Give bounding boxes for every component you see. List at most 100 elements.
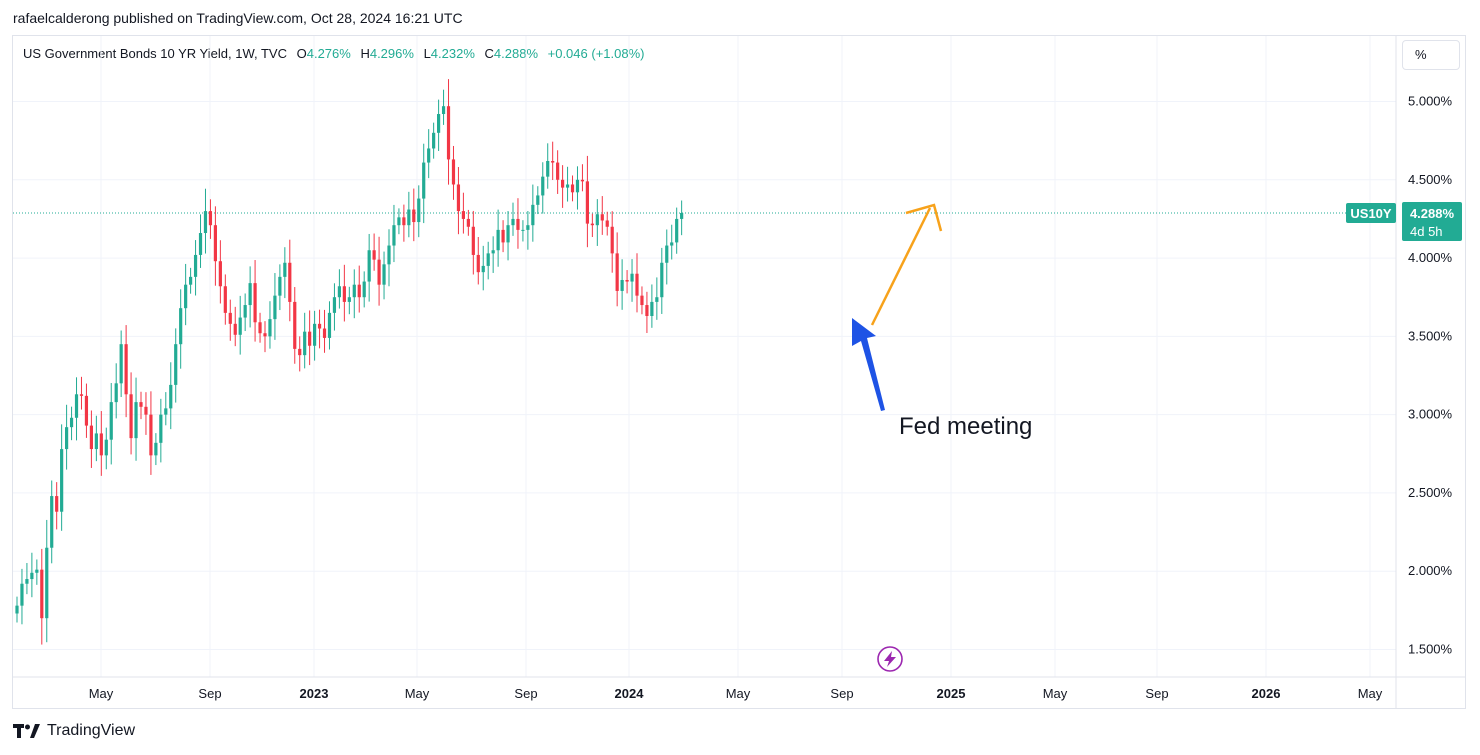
candle-body [595, 214, 599, 226]
candle-body [680, 212, 684, 219]
candle-body [605, 220, 609, 227]
candle-body [397, 217, 401, 226]
price-scale-unit-button[interactable]: % [1402, 40, 1460, 70]
legend-high-label: H [360, 46, 370, 61]
blue-annotation-arrow [852, 318, 885, 411]
candle-body [124, 344, 128, 395]
candle-body [218, 261, 222, 287]
candle-body [154, 442, 158, 456]
candle-body [119, 344, 123, 384]
candle-body [79, 394, 84, 396]
legend-high: 4.296% [369, 46, 414, 61]
time-axis-label: Sep [1145, 686, 1168, 701]
legend-open-label: O [296, 46, 307, 61]
time-axis-label: Sep [198, 686, 221, 701]
candle-body [213, 225, 217, 262]
price-axis-label: 4.000% [1408, 250, 1453, 265]
time-axis-label: Sep [830, 686, 853, 701]
candle-body [283, 262, 287, 277]
candle-body [40, 569, 44, 619]
candle-body [193, 254, 198, 277]
candle-body [20, 583, 24, 606]
candles-layer [15, 79, 684, 645]
lightning-bolt-icon[interactable] [877, 646, 903, 672]
candle-body [412, 209, 416, 223]
price-axis-label: 3.000% [1408, 407, 1453, 422]
candle-body [203, 211, 208, 234]
candle-body [541, 176, 545, 196]
time-axis-label: Sep [514, 686, 537, 701]
candle-body [89, 425, 93, 450]
candle-body [30, 572, 34, 580]
candle-body [377, 259, 381, 285]
candle-body [223, 286, 227, 313]
candle-body [471, 226, 475, 255]
candle-body [109, 402, 113, 440]
candle-body [665, 245, 669, 263]
candle-body [174, 344, 178, 385]
candle-body [675, 218, 679, 243]
candle-body [536, 195, 540, 205]
candle-body [317, 323, 322, 329]
candle-body [322, 328, 327, 338]
price-tag-symbol: US10Y [1350, 206, 1392, 221]
candle-body [466, 218, 470, 227]
candle-body [382, 264, 386, 285]
candle-body [635, 273, 639, 296]
candle-body [610, 226, 614, 254]
orange-forecast-arrow [870, 203, 943, 326]
candle-body [372, 250, 376, 260]
candle-body [342, 286, 346, 302]
candle-body [313, 323, 317, 346]
time-axis-label: 2023 [300, 686, 329, 701]
candle-body [164, 408, 168, 415]
candle-body [308, 331, 312, 346]
candle-body [585, 181, 589, 224]
candle-body [546, 160, 550, 177]
candle-body [268, 319, 272, 337]
candle-body [570, 184, 575, 193]
candle-body [456, 184, 461, 212]
candle-body [670, 242, 674, 246]
candle-body [650, 301, 654, 317]
time-axis-label: May [89, 686, 114, 701]
candle-body [486, 253, 490, 266]
candle-body [422, 162, 426, 199]
candle-body [35, 569, 39, 573]
candle-body [432, 132, 436, 149]
candle-body [84, 395, 89, 426]
candle-body [565, 184, 570, 188]
footer-brand-text: TradingView [47, 722, 136, 739]
candle-body [104, 439, 108, 456]
footer-brand[interactable]: TradingView [13, 722, 135, 740]
candle-body [407, 209, 411, 226]
candle-body [99, 433, 103, 456]
candle-body [233, 323, 237, 335]
candle-body [65, 427, 69, 450]
candle-body [437, 114, 441, 133]
candle-body [332, 297, 337, 313]
candle-body [134, 402, 138, 439]
candle-body [238, 317, 242, 335]
candle-body [144, 406, 148, 415]
grid-layer [13, 36, 1396, 677]
time-axis-label: May [726, 686, 751, 701]
candle-body [580, 179, 585, 182]
candle-body [45, 547, 49, 619]
fed-meeting-annotation: Fed meeting [899, 413, 1032, 440]
candle-body [129, 394, 133, 439]
candle-body [402, 217, 406, 226]
candle-body [288, 262, 292, 302]
time-axis-label: May [405, 686, 430, 701]
candle-body [337, 286, 341, 298]
candle-body [561, 179, 565, 188]
candle-body [198, 233, 203, 255]
candle-body [94, 433, 98, 450]
candle-body [645, 305, 649, 317]
candle-body [253, 283, 257, 323]
chart-frame[interactable] [12, 35, 1466, 709]
candle-body [640, 295, 644, 306]
candle-body [556, 162, 560, 180]
candle-body [441, 106, 446, 115]
candle-body [258, 322, 262, 334]
